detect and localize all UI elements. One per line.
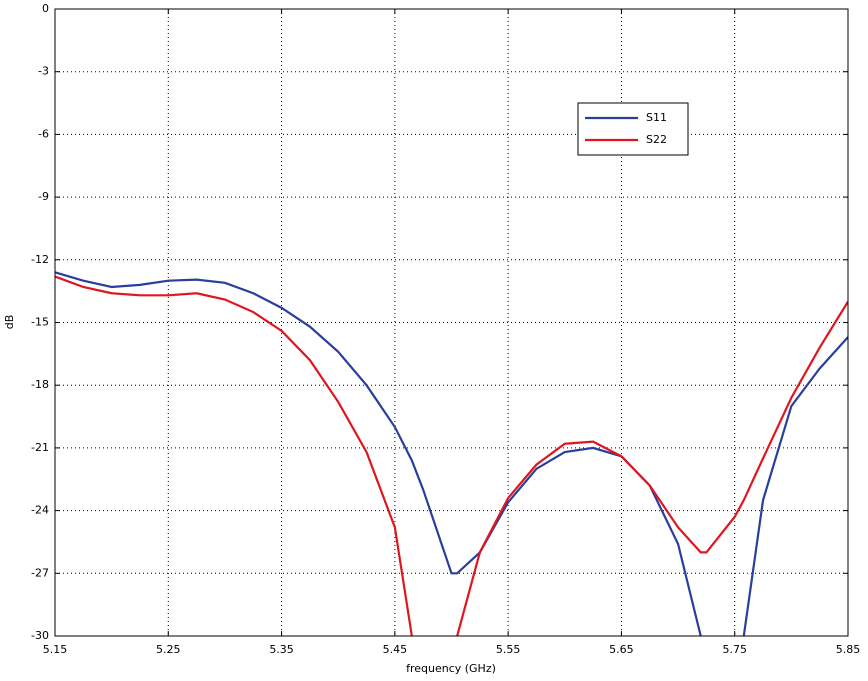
y-tick-label: -6 bbox=[38, 127, 49, 140]
y-tick-label: -12 bbox=[31, 253, 49, 266]
x-tick-label: 5.35 bbox=[269, 643, 294, 656]
x-axis-label: frequency (GHz) bbox=[406, 662, 496, 675]
y-tick-label: -18 bbox=[31, 378, 49, 391]
x-tick-label: 5.65 bbox=[609, 643, 634, 656]
series-line bbox=[55, 275, 848, 636]
x-tick-label: 5.85 bbox=[836, 643, 861, 656]
x-tick-label: 5.45 bbox=[383, 643, 408, 656]
legend-box bbox=[577, 102, 689, 156]
x-tick-label: 5.15 bbox=[43, 643, 68, 656]
y-tick-label: -27 bbox=[31, 566, 49, 579]
legend-label: S11 bbox=[646, 111, 667, 124]
lines bbox=[55, 271, 848, 636]
y-tick-label: -3 bbox=[38, 65, 49, 78]
x-tick-label: 5.55 bbox=[496, 643, 521, 656]
x-tick-label: 5.25 bbox=[156, 643, 181, 656]
y-tick-label: -24 bbox=[31, 504, 49, 517]
legend: S11 S22 bbox=[577, 102, 689, 156]
y-tick-label: 0 bbox=[42, 2, 49, 15]
legend-label: S22 bbox=[646, 133, 667, 146]
x-tick-label: 5.75 bbox=[722, 643, 747, 656]
y-axis-label: dB bbox=[3, 315, 16, 330]
series-line bbox=[55, 271, 848, 636]
y-tick-label: -9 bbox=[38, 190, 49, 203]
y-tick-label: -21 bbox=[31, 441, 49, 454]
y-tick-label: -30 bbox=[31, 629, 49, 642]
y-tick-label: -15 bbox=[31, 316, 49, 329]
axes-frame bbox=[54, 8, 849, 637]
